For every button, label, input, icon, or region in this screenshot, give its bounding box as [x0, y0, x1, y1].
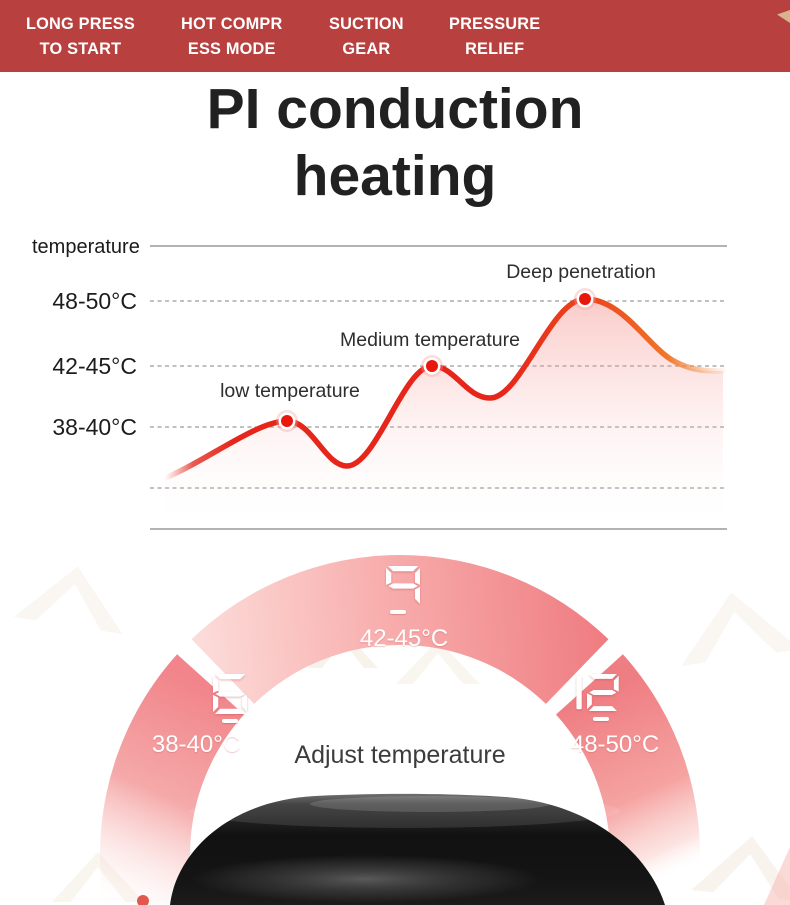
dome-top-sheen — [310, 796, 550, 812]
feature-bar: LONG PRESS TO START HOT COMPR ESS MODE SUC… — [0, 0, 790, 72]
dial-segment-high — [556, 654, 701, 882]
annotation-low-temperature: low temperature — [220, 380, 360, 402]
gear-9-digit — [386, 566, 421, 606]
dial-segment-medium — [191, 554, 609, 704]
page-title: PI conduction heating — [206, 77, 584, 209]
gear-6-range: 38-40°C — [151, 731, 241, 758]
annotation-deep-penetration: Deep penetration — [506, 261, 656, 283]
device-photo — [137, 793, 665, 905]
temperature-dial — [100, 554, 701, 905]
ytick-38-40: 38-40°C — [52, 414, 137, 440]
gear-6-digit — [213, 674, 248, 714]
feature-hot-compress: HOT COMPR ESS MODE — [181, 13, 283, 59]
data-point-medium — [421, 355, 443, 377]
dial-center-label: Adjust temperature — [294, 741, 506, 769]
curve-area-fill — [165, 299, 723, 521]
y-axis-title: temperature — [32, 236, 140, 258]
feature-long-press: LONG PRESS TO START — [26, 13, 135, 59]
ytick-42-45: 42-45°C — [52, 353, 137, 379]
feature-pressure-relief: PRESSURE RELIEF — [449, 13, 541, 59]
gear-12-range: 48-50°C — [570, 731, 660, 758]
gear-12-digit — [576, 674, 619, 711]
dome-top-sheen — [190, 794, 620, 828]
gear-9-range: 42-45°C — [359, 625, 449, 652]
dial-segment-low — [100, 654, 244, 905]
red-dot-decoration — [137, 895, 149, 905]
dome-reflection — [190, 855, 540, 903]
ytick-48-50: 48-50°C — [52, 288, 137, 314]
gear-9-indicator — [390, 610, 406, 614]
data-point-deep — [574, 288, 596, 310]
annotation-medium-temperature: Medium temperature — [340, 329, 520, 351]
temperature-line-chart: temperature 48-50°C 42-45°C 38-40°C low … — [32, 236, 727, 530]
feature-suction-gear: SUCTION GEAR — [329, 13, 404, 59]
data-point-low — [276, 410, 298, 432]
gear-6-indicator — [222, 719, 238, 723]
gear-12-indicator — [593, 717, 609, 721]
